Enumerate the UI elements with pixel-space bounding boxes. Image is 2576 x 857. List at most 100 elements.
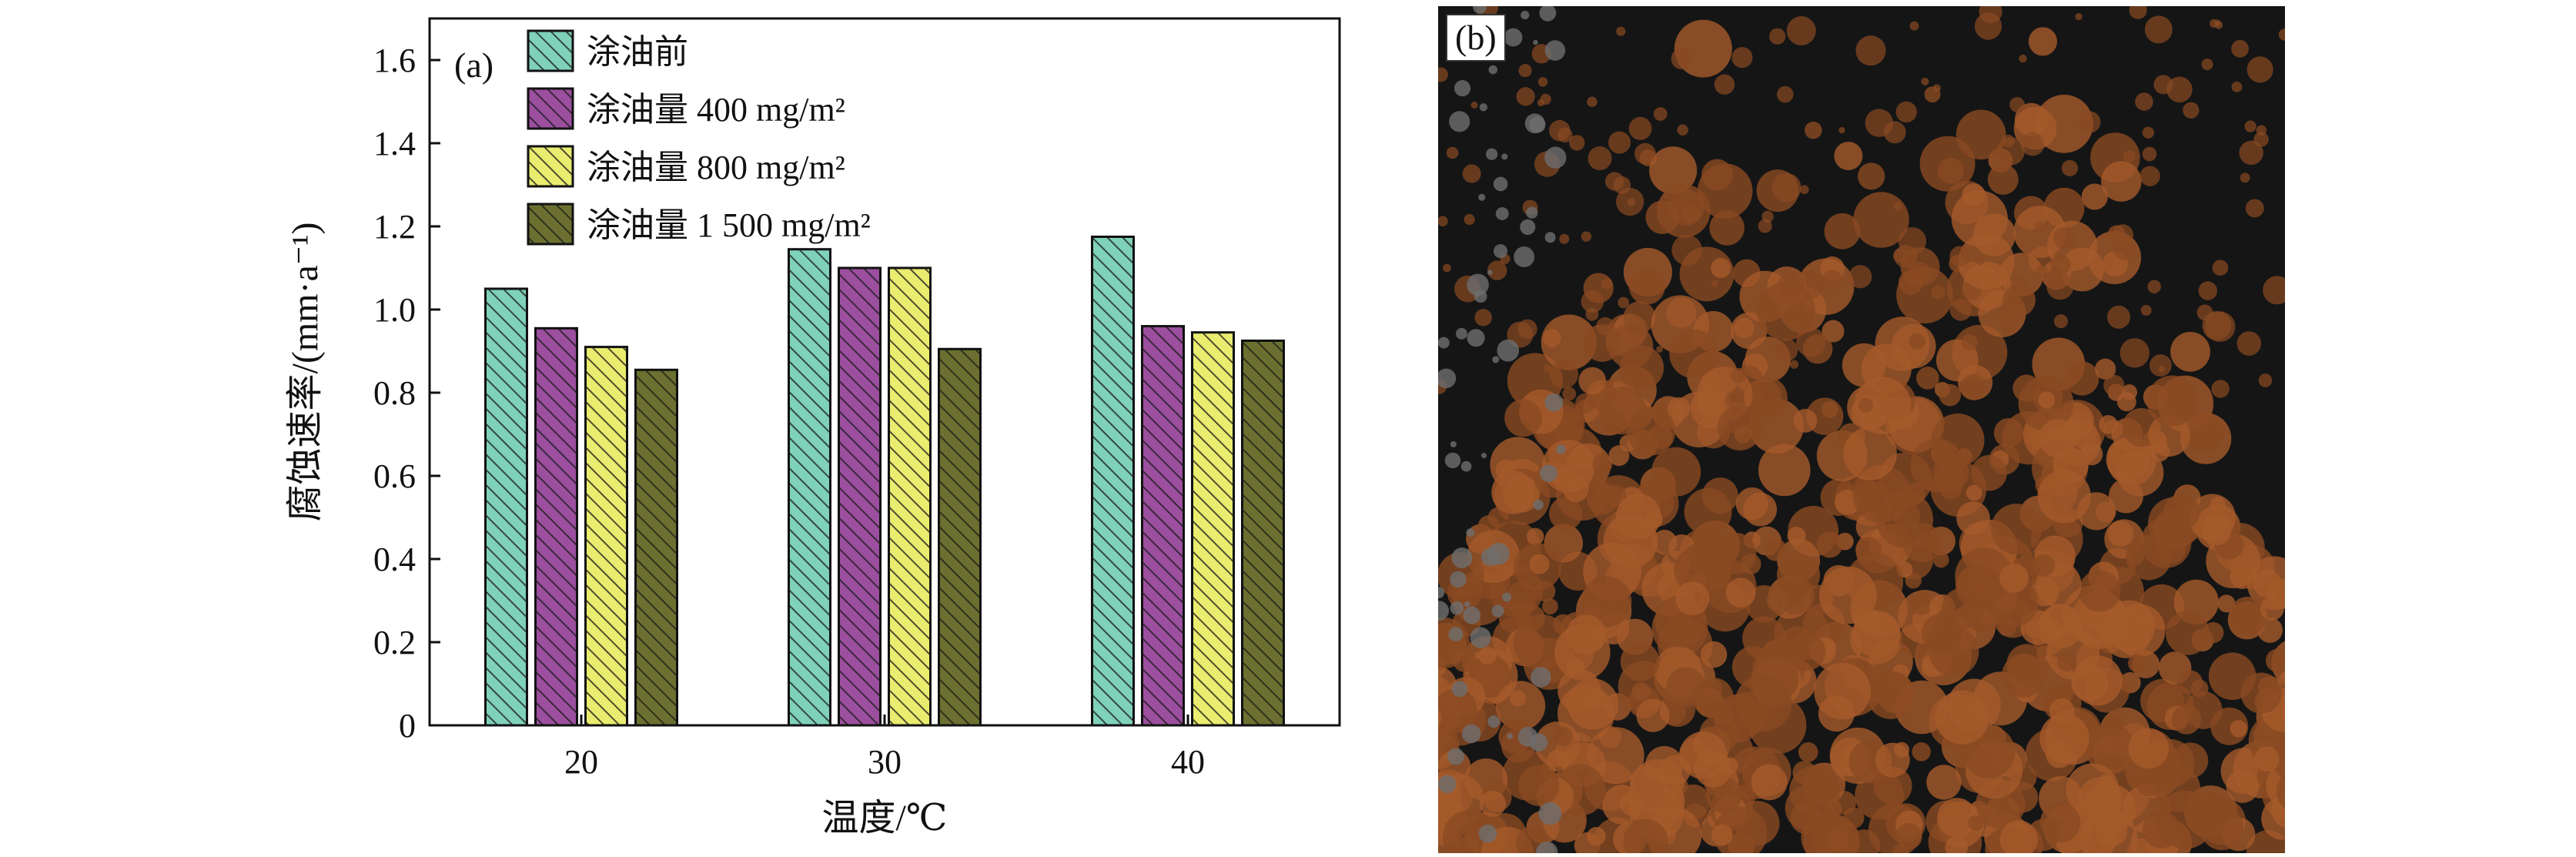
rust-patch	[2190, 679, 2209, 698]
rust-patch	[1824, 213, 1861, 249]
rust-speck	[2019, 54, 2027, 63]
rust-patch	[1636, 698, 1670, 732]
rust-speck	[1470, 101, 1478, 109]
rust-patch	[1764, 538, 1787, 561]
rust-patch	[1586, 482, 1619, 515]
rust-patch	[1916, 367, 1939, 390]
rust-patch	[2228, 596, 2268, 636]
rust-speck	[1776, 85, 1794, 103]
grey-speck	[1438, 368, 1457, 389]
rust-patch	[2171, 705, 2202, 735]
legend-label: 涂油量 800 mg/m²	[587, 149, 845, 186]
rust-speck	[1788, 320, 1796, 327]
rust-patch	[1600, 408, 1626, 434]
rust-speck	[1618, 296, 1630, 309]
rust-patch	[1675, 581, 1710, 616]
rust-speck	[1653, 107, 1668, 121]
rust-speck	[1799, 185, 1809, 195]
rust-speck	[1898, 227, 1927, 256]
rust-patch	[1438, 709, 1442, 728]
bar-hatch	[585, 346, 627, 725]
y-tick-label: 1.0	[373, 291, 416, 329]
rust-patch	[1926, 765, 1962, 800]
rust-patch	[1909, 591, 1933, 615]
rust-speck	[2231, 81, 2243, 92]
rust-speck	[2119, 338, 2149, 368]
grey-speck	[1539, 6, 1557, 22]
rust-patch	[1816, 531, 1843, 558]
rust-speck	[1979, 6, 2002, 24]
grey-speck	[1520, 219, 1536, 235]
rust-patch	[1787, 526, 1806, 545]
rust-speck	[2239, 140, 2263, 166]
bar-hatch	[938, 349, 981, 725]
rust-patch	[1910, 438, 1965, 493]
rust-patch	[1875, 742, 1910, 778]
rust-speck	[1975, 256, 1985, 266]
grey-speck	[1488, 65, 1498, 75]
grey-speck	[1438, 336, 1450, 349]
grey-speck	[1480, 453, 1487, 459]
rust-patch	[1660, 755, 1691, 785]
grey-speck	[1449, 111, 1470, 132]
rust-patch	[2078, 777, 2123, 822]
grey-speck	[1473, 6, 1487, 14]
rust-speck	[2246, 56, 2273, 83]
rust-speck	[2258, 373, 2273, 387]
rust-speck	[1462, 164, 1481, 183]
rust-patch	[2163, 494, 2200, 530]
bar-hatch	[1092, 236, 1134, 725]
legend-label: 涂油前	[587, 33, 688, 71]
rust-patch	[2103, 714, 2124, 735]
rust-speck	[1585, 307, 1599, 321]
rust-patch	[1805, 121, 1822, 139]
rust-patch	[1932, 551, 1949, 568]
rust-patch	[1945, 835, 1968, 853]
rust-patch	[2049, 254, 2071, 276]
rust-speck	[1474, 309, 1492, 326]
rust-speck	[2213, 19, 2221, 27]
bar-hatch	[485, 289, 527, 725]
grey-speck	[1474, 290, 1487, 303]
rust-patch	[2226, 769, 2260, 803]
rust-speck	[1769, 28, 1786, 45]
rust-speck	[1932, 84, 1942, 92]
rust-patch	[1991, 504, 2042, 554]
rust-patch	[1854, 377, 1912, 435]
rust-speck	[2142, 146, 2157, 162]
bar-hatch	[535, 328, 577, 725]
rust-patch	[1866, 671, 1915, 719]
rust-patch	[1756, 282, 1815, 341]
rust-speck	[1858, 397, 1873, 413]
rust-patch	[1935, 690, 1989, 745]
rust-patch	[2094, 358, 2116, 380]
rust-patch	[2006, 644, 2047, 685]
rust-speck	[2263, 276, 2285, 305]
rust-patch	[1857, 162, 1885, 190]
rust-speck	[1537, 77, 1548, 87]
rust-patch	[1529, 554, 1550, 574]
rust-patch	[2281, 699, 2285, 725]
grey-speck	[1438, 587, 1445, 599]
rust-speck	[1549, 360, 1579, 389]
rust-speck	[1730, 367, 1746, 383]
rust-patch	[1951, 190, 2008, 247]
photo-panel-b: (b)	[1438, 6, 2285, 853]
rust-speck	[2139, 166, 2160, 186]
bar-hatch	[1142, 326, 1184, 726]
grey-speck	[1556, 444, 1566, 454]
rust-patch	[2254, 746, 2280, 772]
grey-speck	[1493, 244, 1508, 259]
grey-speck	[1487, 715, 1500, 728]
legend-swatch-hatch	[528, 89, 573, 129]
rust-speck	[1613, 330, 1622, 339]
rust-patch	[1651, 447, 1701, 497]
rust-speck	[2135, 92, 2153, 111]
grey-speck	[1539, 464, 1557, 483]
rust-speck	[2107, 305, 2131, 329]
rust-patch	[1701, 159, 1733, 191]
grey-speck	[1531, 667, 1551, 688]
rust-patch	[1553, 726, 1573, 746]
rust-patch	[1566, 614, 1607, 655]
